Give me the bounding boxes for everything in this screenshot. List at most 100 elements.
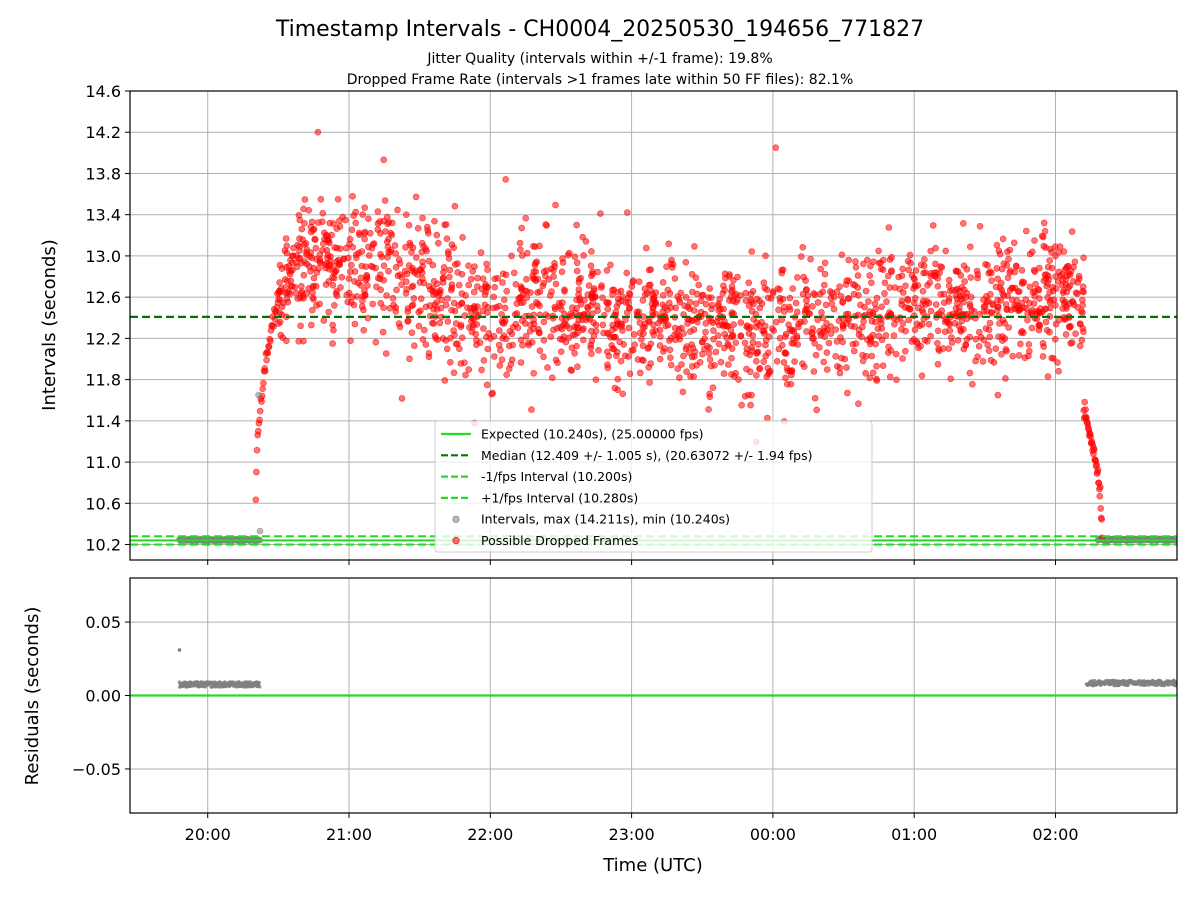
dropped-frame-point bbox=[522, 214, 530, 222]
dropped-frame-point bbox=[760, 358, 768, 366]
dropped-frame-point bbox=[383, 213, 391, 221]
dropped-frame-point bbox=[927, 269, 935, 277]
dropped-frame-point bbox=[833, 362, 841, 370]
dropped-frame-point bbox=[1035, 326, 1043, 334]
dropped-frame-point bbox=[920, 269, 927, 277]
dropped-frame-point bbox=[999, 333, 1006, 340]
dropped-frame-point bbox=[716, 295, 724, 303]
dropped-frame-point bbox=[329, 340, 336, 347]
dropped-frame-point bbox=[904, 257, 912, 265]
dropped-frame-point bbox=[597, 210, 604, 217]
dropped-frame-point bbox=[982, 260, 989, 268]
dropped-frame-point bbox=[707, 294, 715, 302]
dropped-frame-point bbox=[423, 223, 431, 231]
dropped-frame-point bbox=[573, 267, 581, 275]
dropped-frame-point bbox=[934, 282, 942, 290]
dropped-frame-point bbox=[886, 373, 894, 381]
dropped-frame-point bbox=[942, 247, 950, 255]
dropped-frame-point bbox=[720, 370, 728, 377]
dropped-frame-point bbox=[1039, 353, 1047, 360]
dropped-frame-point bbox=[587, 262, 595, 270]
dropped-frame-point bbox=[812, 351, 820, 359]
dropped-frame-point bbox=[300, 337, 307, 345]
dropped-frame-point bbox=[811, 394, 819, 402]
dropped-frame-point bbox=[546, 292, 554, 299]
dropped-frame-point bbox=[925, 320, 933, 328]
legend-box bbox=[434, 420, 873, 553]
dropped-frame-point bbox=[580, 252, 587, 259]
dropped-frame-point bbox=[557, 348, 565, 356]
dropped-frame-point bbox=[414, 271, 421, 278]
dropped-frame-point bbox=[1046, 257, 1053, 264]
dropped-frame-point bbox=[374, 208, 382, 215]
dropped-frame-point bbox=[860, 260, 867, 268]
dropped-frame-point bbox=[690, 307, 698, 314]
dropped-frame-point bbox=[723, 334, 731, 342]
dropped-frame-point bbox=[394, 206, 401, 214]
dropped-frame-point bbox=[1005, 255, 1012, 263]
dropped-frame-point bbox=[340, 255, 348, 263]
x-tick-label: 22:00 bbox=[467, 825, 513, 844]
dropped-frame-point bbox=[590, 332, 598, 340]
dropped-frame-point bbox=[275, 287, 283, 295]
top-y-tick-label: 10.2 bbox=[85, 536, 121, 555]
dropped-frame-point bbox=[408, 329, 416, 337]
dropped-frame-point bbox=[764, 414, 771, 422]
dropped-frame-point bbox=[779, 295, 787, 303]
dropped-frame-point bbox=[532, 268, 540, 276]
dropped-frame-point bbox=[934, 327, 942, 335]
dropped-frame-point bbox=[747, 401, 754, 409]
dropped-frame-point bbox=[415, 322, 423, 330]
dropped-frame-point bbox=[352, 208, 360, 216]
dropped-frame-point bbox=[496, 362, 504, 369]
dropped-frame-point bbox=[1015, 352, 1023, 359]
dropped-frame-point bbox=[490, 353, 498, 360]
dropped-frame-point bbox=[745, 302, 753, 309]
dropped-frame-point bbox=[1079, 296, 1086, 304]
dropped-frame-point bbox=[465, 281, 473, 289]
dropped-frame-point bbox=[873, 294, 881, 302]
dropped-frame-point bbox=[768, 325, 776, 332]
dropped-frame-point bbox=[1094, 466, 1102, 474]
dropped-frame-point bbox=[405, 262, 413, 269]
dropped-frame-point bbox=[886, 256, 894, 263]
dropped-frame-point bbox=[383, 292, 390, 299]
dropped-frame-point bbox=[668, 256, 675, 264]
dropped-frame-point bbox=[845, 256, 853, 264]
dropped-frame-point bbox=[469, 323, 476, 331]
dropped-frame-point bbox=[319, 209, 327, 217]
dropped-frame-point bbox=[1068, 228, 1076, 235]
dropped-frame-point bbox=[355, 249, 363, 257]
dropped-frame-point bbox=[433, 299, 440, 306]
dropped-frame-point bbox=[813, 406, 821, 414]
dropped-frame-point bbox=[343, 291, 351, 299]
dropped-frame-point bbox=[1002, 346, 1010, 353]
dropped-frame-point bbox=[493, 303, 500, 311]
dropped-frame-point bbox=[448, 284, 456, 292]
dropped-frame-point bbox=[705, 406, 712, 413]
dropped-frame-point bbox=[303, 249, 310, 256]
dropped-frame-point bbox=[640, 357, 647, 364]
dropped-frame-point bbox=[671, 275, 679, 282]
dropped-frame-point bbox=[760, 279, 768, 287]
dropped-frame-point bbox=[866, 308, 874, 315]
dropped-frame-point bbox=[402, 278, 410, 286]
dropped-frame-point bbox=[1063, 288, 1071, 296]
dropped-frame-point bbox=[985, 347, 993, 355]
dropped-frame-point bbox=[483, 284, 491, 292]
dropped-frame-point bbox=[708, 305, 715, 313]
dropped-frame-point bbox=[459, 234, 466, 241]
dropped-frame-point bbox=[436, 319, 444, 327]
dropped-frame-point bbox=[945, 294, 953, 302]
dropped-frame-point bbox=[361, 291, 369, 298]
dropped-frame-point bbox=[300, 271, 308, 279]
dropped-frame-point bbox=[832, 352, 839, 360]
dropped-frame-point bbox=[530, 242, 537, 250]
dropped-frame-point bbox=[702, 320, 710, 327]
dropped-frame-point bbox=[379, 328, 387, 336]
legend-swatch-dot bbox=[452, 515, 460, 523]
dropped-frame-point bbox=[450, 369, 458, 377]
dropped-frame-point bbox=[589, 293, 597, 300]
dropped-frame-point bbox=[629, 346, 637, 354]
dropped-frame-point bbox=[404, 308, 412, 315]
